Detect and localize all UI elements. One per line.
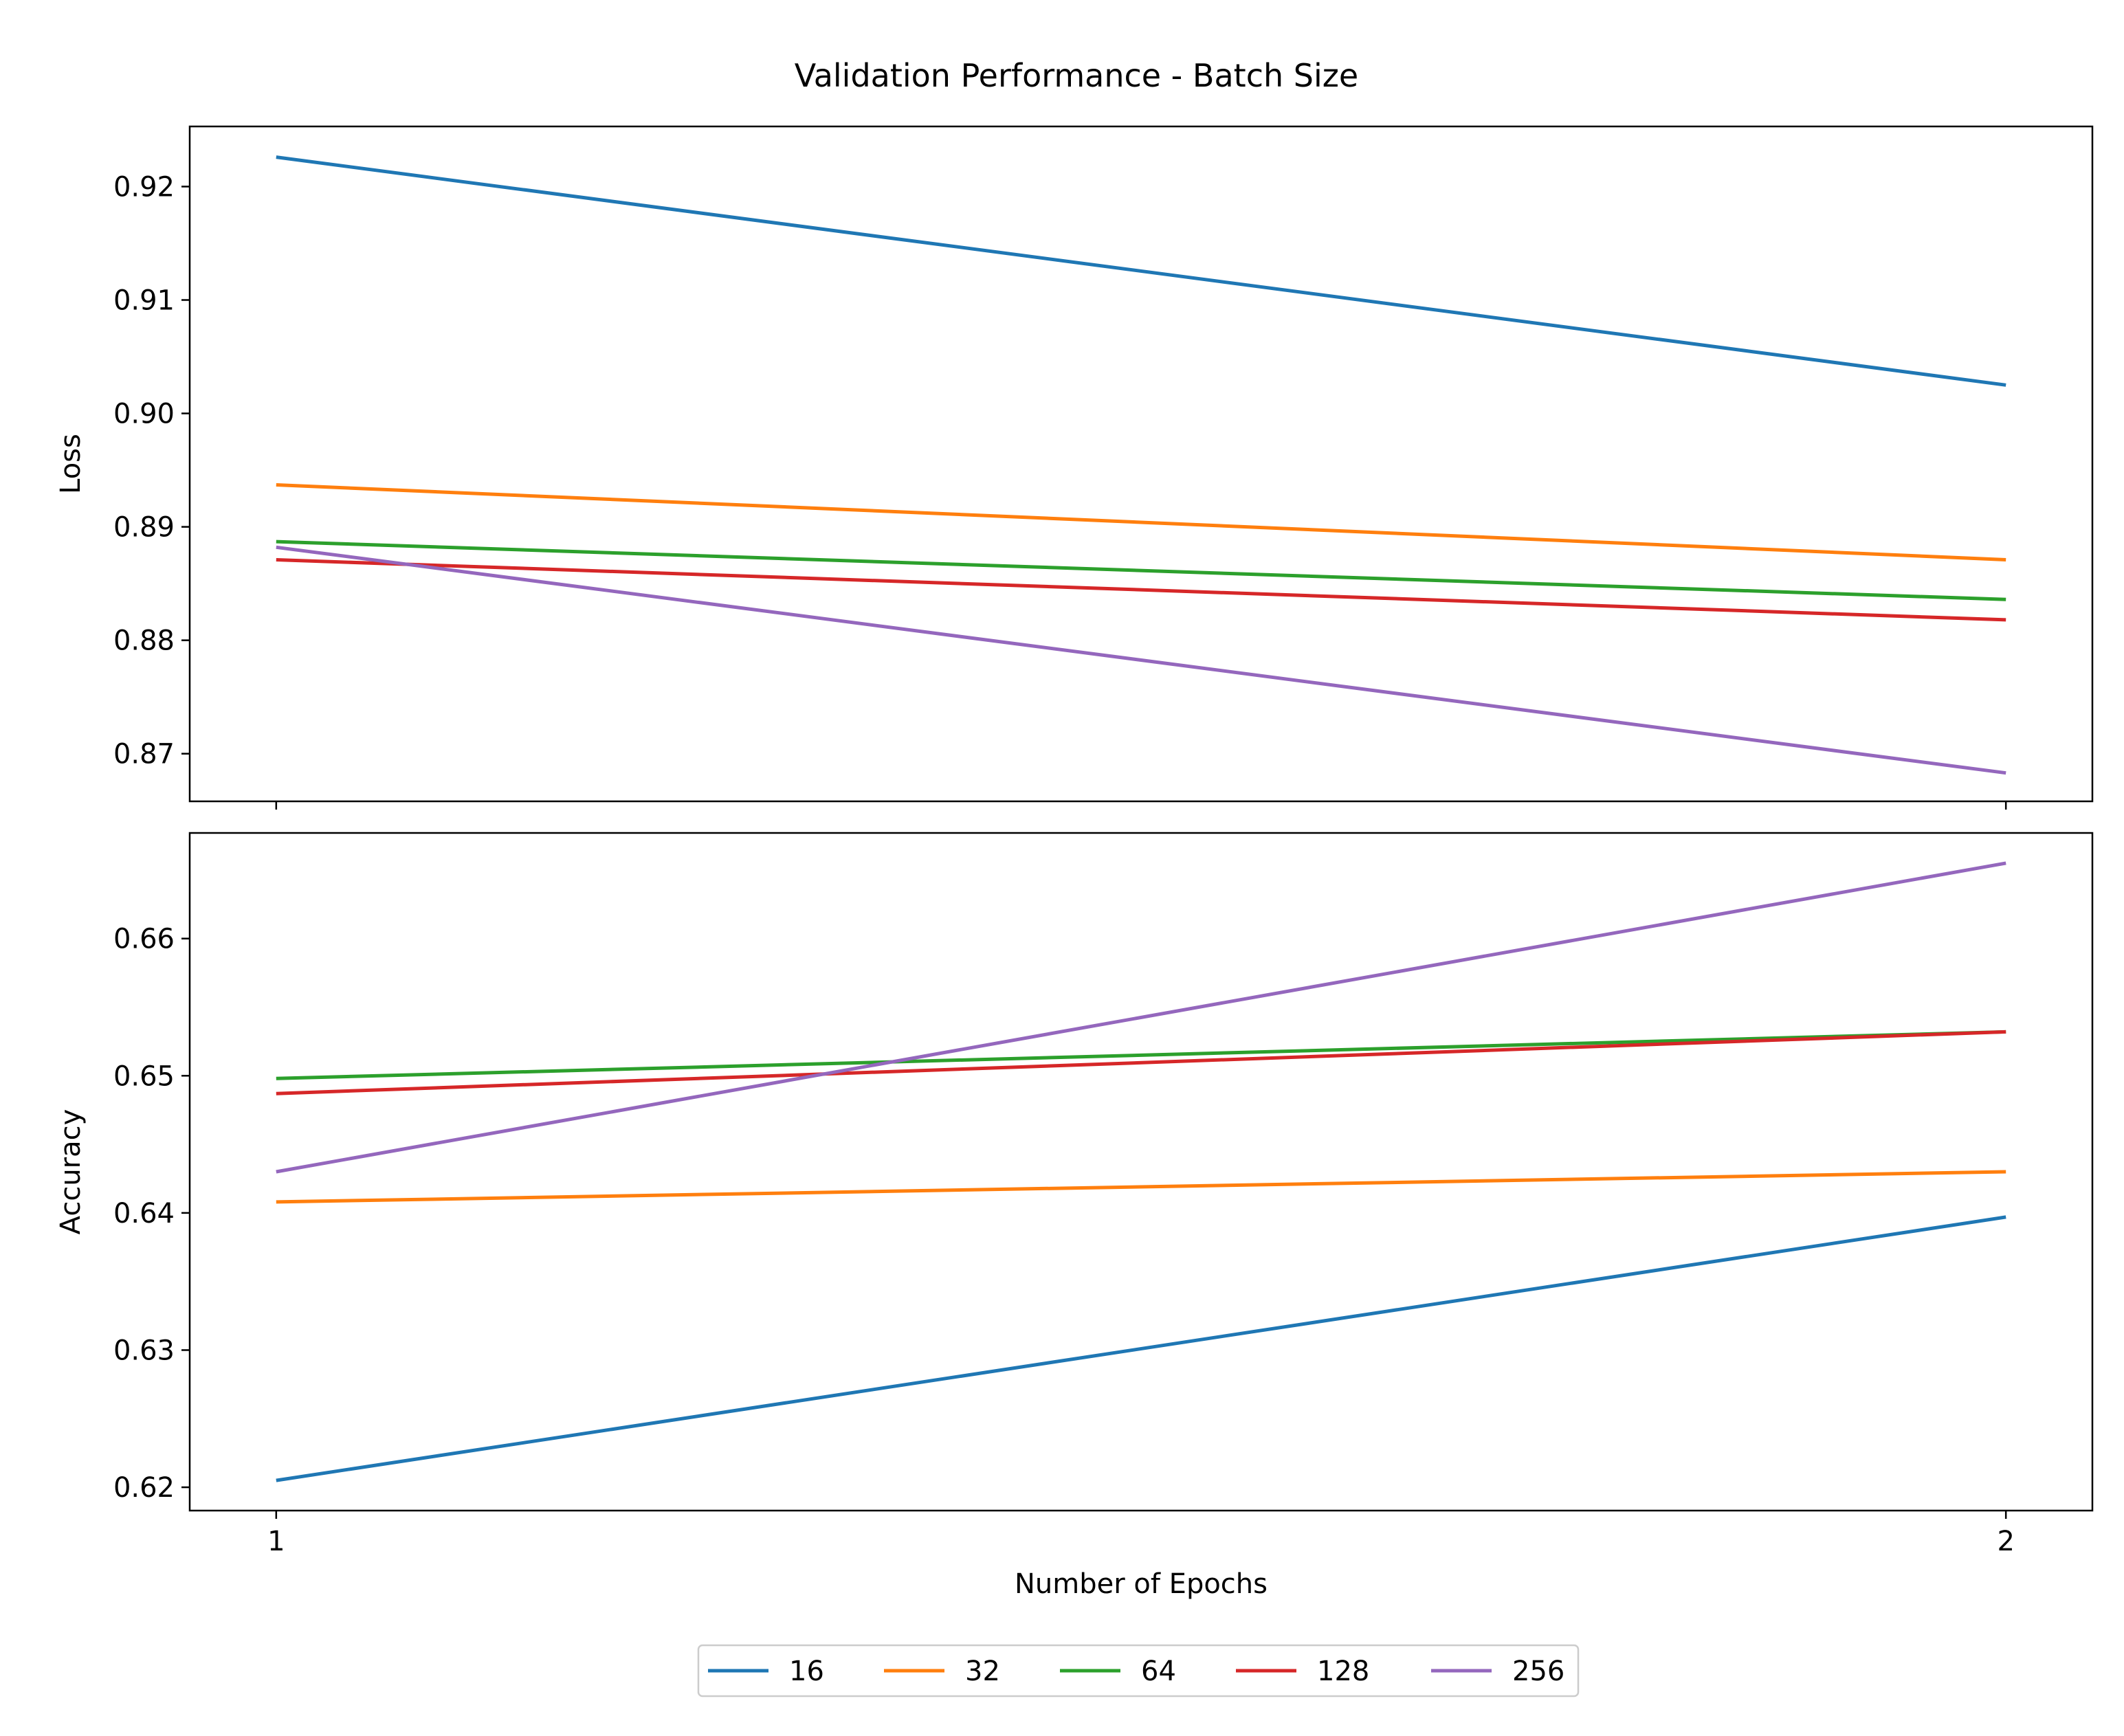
accuracy-series-64-line (276, 1030, 2006, 1080)
accuracy-series-16-line (276, 1215, 2006, 1482)
loss-axes-frame (188, 125, 2094, 803)
legend-label-64: 64 (1141, 1656, 1176, 1687)
loss-y-tick-label: 0.88 (113, 625, 175, 657)
accuracy-x-tick-label: 2 (1997, 1526, 2014, 1557)
loss-series-32-line (276, 483, 2006, 561)
accuracy-axes-frame (188, 832, 2094, 1512)
loss-y-tick-label: 0.91 (113, 285, 175, 317)
loss-y-axis-label: Loss (55, 434, 87, 494)
accuracy-series-32-line (276, 1170, 2006, 1204)
accuracy-y-tick-label: 0.66 (113, 924, 175, 955)
accuracy-y-tick-label: 0.64 (113, 1198, 175, 1229)
loss-y-tick-label: 0.90 (113, 399, 175, 430)
loss-series-16-line (276, 155, 2006, 387)
legend: 16 32 64 128 256 (697, 1644, 1580, 1698)
accuracy-series-128-line (276, 1030, 2006, 1095)
loss-panel: 0.87 0.88 0.89 0.90 0.91 0.92 Loss (55, 125, 2094, 810)
accuracy-y-tick-label: 0.63 (113, 1335, 175, 1366)
legend-label-16: 16 (789, 1656, 824, 1687)
accuracy-y-tick-label: 0.65 (113, 1060, 175, 1092)
legend-box (697, 1644, 1580, 1698)
accuracy-y-tick-label: 0.62 (113, 1472, 175, 1504)
accuracy-panel: 0.62 0.63 0.64 0.65 0.66 1 2 Accuracy Number of … (55, 832, 2094, 1600)
loss-y-tick-label: 0.87 (113, 739, 175, 770)
accuracy-series-256-line (276, 861, 2006, 1174)
figure-title: Validation Performance - Batch Size (795, 57, 1358, 94)
accuracy-y-axis-label: Accuracy (55, 1109, 87, 1235)
loss-series-128-line (276, 558, 2006, 622)
legend-label-32: 32 (965, 1656, 1000, 1687)
loss-series-256-line (276, 545, 2006, 775)
legend-label-256: 256 (1512, 1656, 1564, 1687)
loss-series-64-line (276, 539, 2006, 601)
loss-y-tick-label: 0.92 (113, 171, 175, 203)
accuracy-x-axis-label: Number of Epochs (1015, 1568, 1268, 1600)
accuracy-x-tick-label: 1 (267, 1526, 285, 1557)
loss-y-tick-label: 0.89 (113, 512, 175, 544)
legend-label-128: 128 (1317, 1656, 1369, 1687)
